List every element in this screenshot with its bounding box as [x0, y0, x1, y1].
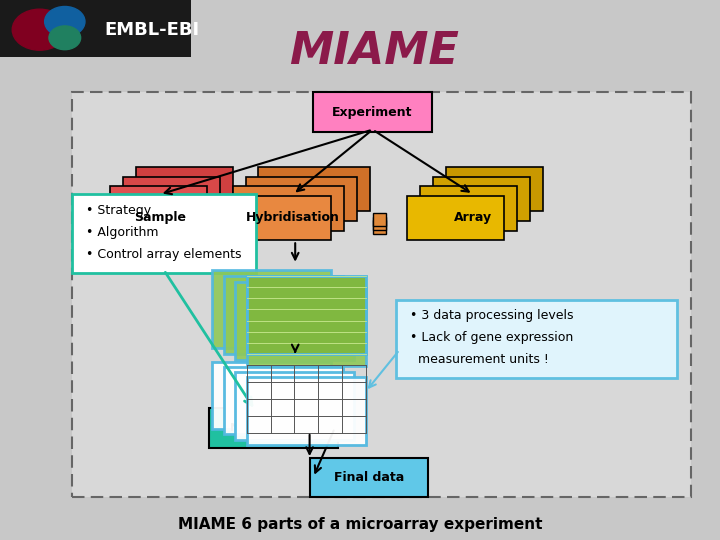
Text: • 3 data processing levels
• Lack of gene expression
  measurement units !: • 3 data processing levels • Lack of gen…	[410, 309, 574, 366]
Text: Experiment: Experiment	[333, 105, 413, 119]
FancyBboxPatch shape	[247, 288, 366, 367]
Text: Hybridisation: Hybridisation	[246, 211, 340, 224]
FancyBboxPatch shape	[258, 167, 370, 211]
FancyBboxPatch shape	[224, 367, 343, 435]
FancyBboxPatch shape	[396, 300, 677, 378]
FancyBboxPatch shape	[123, 177, 220, 221]
FancyBboxPatch shape	[212, 362, 331, 429]
FancyBboxPatch shape	[420, 186, 517, 231]
FancyBboxPatch shape	[72, 194, 256, 273]
FancyBboxPatch shape	[110, 186, 207, 231]
FancyBboxPatch shape	[136, 167, 233, 211]
Text: • Strategy
• Algorithm
• Control array elements: • Strategy • Algorithm • Control array e…	[86, 204, 242, 261]
FancyBboxPatch shape	[310, 458, 428, 497]
FancyBboxPatch shape	[433, 177, 530, 221]
FancyBboxPatch shape	[446, 167, 543, 211]
Text: Sample: Sample	[134, 211, 186, 224]
FancyBboxPatch shape	[373, 217, 386, 230]
Circle shape	[45, 6, 85, 37]
FancyBboxPatch shape	[212, 270, 331, 348]
FancyBboxPatch shape	[209, 408, 338, 448]
FancyBboxPatch shape	[313, 92, 432, 132]
FancyBboxPatch shape	[224, 276, 343, 354]
FancyBboxPatch shape	[233, 186, 344, 231]
FancyBboxPatch shape	[247, 377, 366, 445]
FancyBboxPatch shape	[247, 276, 366, 354]
FancyBboxPatch shape	[72, 92, 691, 497]
FancyBboxPatch shape	[373, 213, 386, 226]
FancyBboxPatch shape	[373, 220, 386, 234]
FancyBboxPatch shape	[235, 372, 354, 440]
FancyBboxPatch shape	[246, 177, 357, 221]
FancyBboxPatch shape	[407, 196, 504, 240]
Text: MIAME 6 parts of a microarray experiment: MIAME 6 parts of a microarray experiment	[178, 517, 542, 532]
FancyBboxPatch shape	[97, 196, 194, 240]
FancyBboxPatch shape	[0, 0, 191, 57]
Circle shape	[49, 26, 81, 50]
Text: EMBL-EBI: EMBL-EBI	[104, 21, 199, 39]
FancyBboxPatch shape	[235, 282, 354, 360]
Text: MIAME: MIAME	[289, 30, 459, 73]
Circle shape	[12, 9, 67, 50]
FancyBboxPatch shape	[220, 196, 331, 240]
Text: Array: Array	[454, 211, 492, 224]
Text: Normalisation: Normalisation	[230, 423, 318, 433]
Text: Final data: Final data	[334, 471, 404, 484]
